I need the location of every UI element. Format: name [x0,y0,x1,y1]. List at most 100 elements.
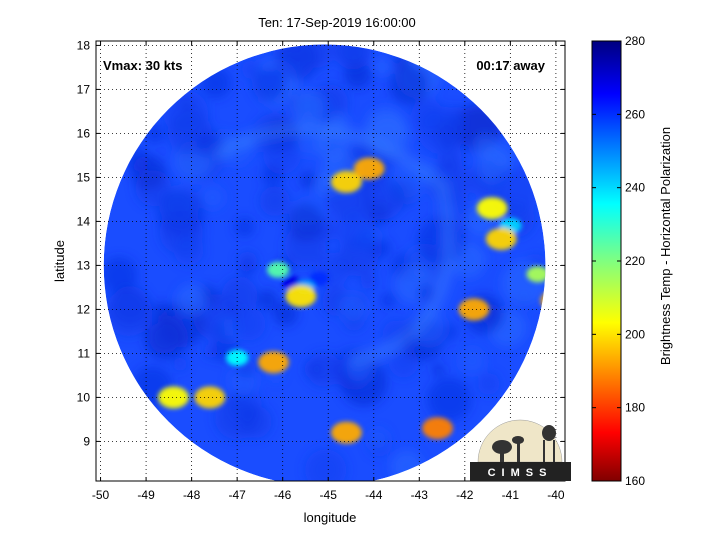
x-tick-label: -42 [456,488,474,502]
texture-blob [360,273,377,289]
texture-blob [361,176,405,220]
time-away-label: 00:17 away [476,58,545,73]
convection-feature [158,386,189,409]
y-tick-label: 11 [78,346,91,360]
texture-blob [261,164,284,187]
convection-feature [309,271,329,286]
texture-blob [432,363,445,377]
y-tick-label: 13 [77,258,91,272]
plot-frame [95,40,566,482]
colorbar-gradient [591,40,622,482]
texture-blob [212,323,225,336]
convection-feature [458,298,490,321]
convection-feature [331,421,362,444]
convection-feature [485,228,517,250]
y-tick-label: 10 [77,390,91,404]
texture-blob [103,256,138,294]
x-tick-label: -41 [502,488,520,502]
colorbar-tick-label: 200 [625,327,645,341]
texture-blob [214,395,259,440]
colorbar-tick-label: 180 [625,401,645,415]
x-tick-label: -48 [183,488,201,502]
x-axis: -50 -49 -48 -47 -46 -45 -44 -43 -42 -41 -40 [92,41,565,502]
chart-title: Ten: 17-Sep-2019 16:00:00 [258,15,416,30]
colorbar-ticks: 160 180 200 220 240 260 280 [592,34,645,488]
swath-texture [103,44,546,481]
x-tick-label: -45 [320,488,338,502]
colorbar-tick-label: 240 [625,181,645,195]
convection-feature [258,351,289,374]
colorbar-tick-label: 280 [625,34,645,48]
texture-blob [241,60,261,79]
texture-blob [173,357,188,372]
plot-area [96,41,565,481]
texture-blob [473,134,498,159]
convection-features [158,157,546,444]
texture-blob [417,106,465,154]
texture-blob [380,292,396,309]
y-tick-label: 18 [77,38,91,52]
y-axis: 9 10 11 12 13 14 15 16 17 18 [77,38,565,448]
y-axis-label: latitude [52,240,67,282]
spiral-band [210,121,456,369]
texture-blob [300,44,334,68]
grid-lines [96,41,565,481]
texture-blob [373,58,390,75]
texture-blob [240,260,255,276]
texture-blob [389,65,429,105]
convection-feature [476,197,508,220]
y-tick-label: 14 [77,214,91,228]
texture-blob [367,428,389,450]
x-tick-label: -46 [274,488,292,502]
texture-blob [299,171,317,189]
texture-blob [306,352,342,387]
texture-blob [234,217,255,237]
x-tick-label: -44 [365,488,383,502]
texture-blob [292,90,327,125]
colorbar: 160 180 200 220 240 260 280 Brightness Temp - … [591,34,673,488]
texture-blob [286,203,324,242]
texture-blob [257,289,278,311]
x-axis-label: longitude [304,510,357,525]
x-tick-label: -49 [137,488,155,502]
colorbar-label: Brightness Temp - Horizontal Polarizatio… [658,127,673,365]
convection-feature [266,261,290,278]
convection-feature [331,170,362,193]
texture-blob [336,211,377,252]
texture-blob [477,372,500,395]
texture-blob [305,449,347,481]
texture-blob [427,377,472,422]
x-tick-label: -47 [228,488,246,502]
texture-blob [232,307,266,341]
colorbar-tick-label: 220 [625,254,645,268]
texture-blob [176,284,208,316]
y-tick-label: 9 [83,434,90,448]
y-tick-label: 17 [77,82,91,96]
x-tick-label: -43 [411,488,429,502]
convection-feature [353,157,385,180]
convection-feature [194,386,226,409]
convection-feature [526,266,546,283]
cimss-logo-text: CIMSS [488,467,553,479]
texture-blob [257,68,280,92]
texture-blob [273,301,298,327]
texture-blob [105,288,153,337]
convection-feature [422,417,453,440]
texture-blob [372,239,391,258]
texture-blob [200,185,225,210]
colorbar-tick-label: 260 [625,107,645,121]
cimss-logo: CIMSS [470,419,571,481]
texture-blob [333,44,372,70]
y-tick-label: 15 [77,170,91,184]
texture-blob [458,347,486,375]
texture-blob [221,277,258,313]
texture-blob [143,315,189,360]
colorbar-tick-label: 160 [625,474,645,488]
y-tick-label: 16 [77,126,91,140]
texture-blob [259,186,290,217]
texture-blob [173,235,204,266]
vmax-label: Vmax: 30 kts [103,58,183,73]
x-tick-label: -40 [547,488,565,502]
texture-blob [338,292,368,323]
